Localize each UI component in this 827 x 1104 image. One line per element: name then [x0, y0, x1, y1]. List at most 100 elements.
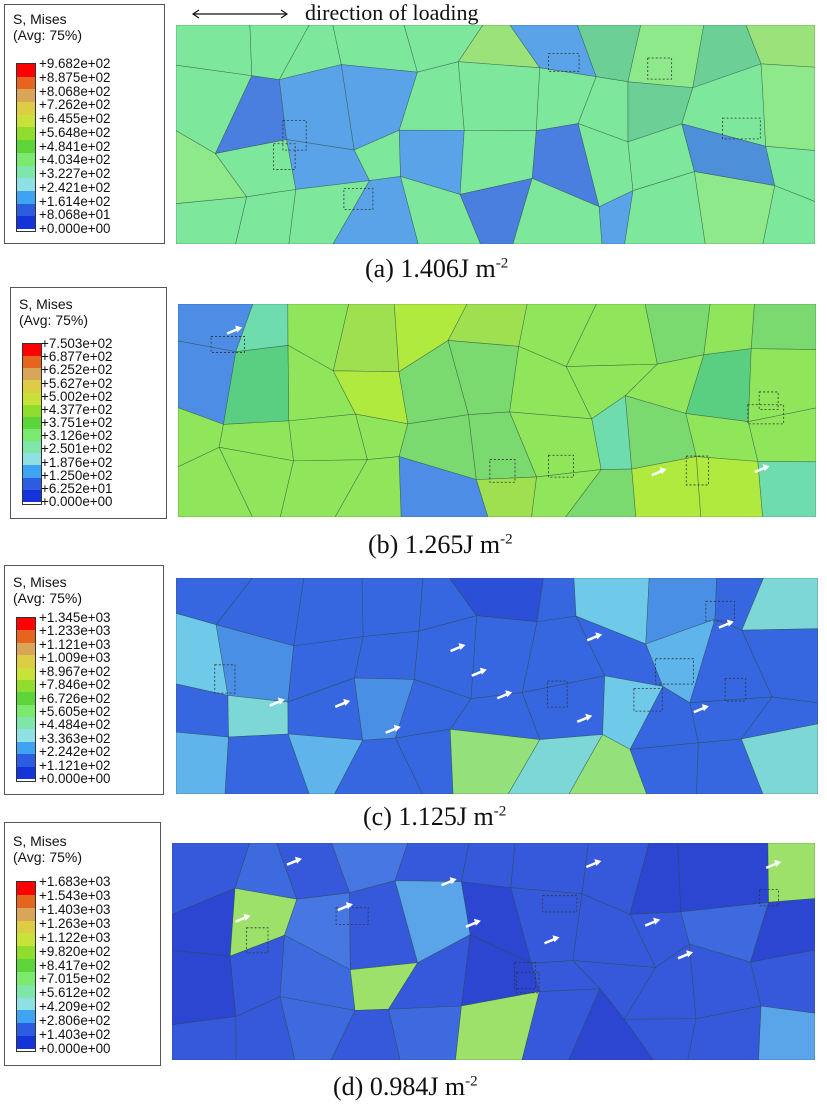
tick-label: +3.126e+02	[41, 428, 113, 444]
grain	[178, 446, 253, 517]
grain	[568, 734, 648, 794]
grain	[760, 63, 815, 151]
color-swatch	[17, 655, 35, 668]
color-swatch	[17, 216, 35, 229]
region-box	[685, 455, 709, 486]
color-scale-c	[16, 617, 36, 782]
loading-direction-label: direction of loading	[305, 0, 479, 25]
tick-label: +1.121e+03	[39, 636, 111, 652]
tick-label: +1.009e+03	[39, 650, 111, 666]
grain	[696, 738, 764, 794]
caption-a: (a) 1.406J m-2	[365, 254, 509, 283]
legend-title: S, Mises	[13, 574, 67, 590]
color-swatch	[17, 165, 35, 179]
tick-label: +2.421e+02	[39, 179, 111, 195]
color-swatch	[17, 882, 35, 895]
tick-label: +1.233e+03	[39, 623, 111, 639]
color-swatch	[17, 667, 35, 680]
region-box	[548, 454, 574, 478]
arrow-icon	[754, 464, 770, 474]
arrow-icon	[585, 859, 602, 869]
grain	[765, 145, 815, 202]
grain	[287, 733, 364, 794]
color-swatch	[23, 416, 41, 429]
tick-label: +1.403e+03	[39, 901, 111, 917]
legend-subtitle: (Avg: 75%)	[19, 312, 88, 328]
tick-label: +5.605e+02	[39, 703, 111, 719]
grain	[565, 468, 637, 517]
color-swatch	[17, 766, 35, 779]
tick-label: +6.252e+02	[41, 362, 113, 378]
arrow-icon	[651, 467, 667, 477]
grain	[623, 1018, 697, 1060]
grain	[388, 1005, 462, 1060]
grain	[696, 456, 763, 517]
region-box	[246, 927, 269, 954]
legend-title: S, Mises	[13, 11, 67, 27]
region-box	[759, 889, 779, 907]
tick-label: +4.209e+02	[39, 999, 111, 1015]
tick-label: +0.000e+00	[39, 1041, 111, 1056]
grain	[740, 696, 818, 740]
panel-c: S, Mises (Avg: 75%) +1.345e+03 +1.233e+03…	[4, 565, 818, 831]
color-swatch	[17, 64, 35, 77]
stress-field-a	[176, 25, 815, 244]
color-swatch	[17, 190, 35, 204]
tick-label: +1.543e+03	[39, 887, 111, 903]
grain	[176, 196, 248, 244]
color-swatch	[17, 920, 35, 934]
grain	[531, 469, 602, 517]
grain	[762, 185, 815, 244]
grain	[235, 996, 296, 1060]
arrow-icon	[693, 704, 709, 714]
tick-label: +5.627e+02	[41, 375, 113, 391]
grain	[334, 456, 402, 517]
grain	[687, 1005, 762, 1060]
grain	[172, 1016, 237, 1060]
color-swatch	[17, 984, 35, 998]
grain	[334, 737, 423, 794]
tick-label: +2.501e+02	[41, 441, 113, 457]
color-swatch	[23, 453, 41, 466]
panel-a: S, Mises (Avg: 75%) +9.682e+02 +8.875e+02…	[0, 0, 827, 283]
grain	[758, 1005, 815, 1060]
grain	[747, 348, 816, 423]
color-swatch	[23, 368, 41, 381]
grain	[521, 988, 601, 1060]
tick-label: +7.262e+02	[39, 97, 111, 113]
color-swatch	[17, 971, 35, 985]
tick-label: +4.484e+02	[39, 717, 111, 733]
grain	[750, 898, 815, 963]
color-swatch	[17, 717, 35, 730]
grain	[694, 171, 776, 244]
tick-label: +6.455e+02	[39, 111, 111, 126]
region-box	[758, 391, 779, 410]
tick-label: +5.612e+02	[39, 985, 111, 1001]
legend-title: S, Mises	[13, 833, 67, 849]
arrow-icon	[644, 917, 661, 927]
grain	[631, 456, 702, 517]
tick-label: +3.363e+02	[39, 730, 111, 746]
color-swatch	[17, 114, 35, 128]
color-swatch	[17, 127, 35, 141]
arrow-icon	[385, 724, 401, 734]
tick-label: +7.015e+02	[39, 971, 111, 987]
color-swatch	[23, 428, 41, 442]
grain	[624, 171, 706, 244]
stress-field-d	[172, 843, 815, 1060]
region-box	[722, 117, 761, 140]
color-swatch	[23, 404, 41, 417]
grain	[757, 461, 816, 517]
region-box	[655, 658, 694, 685]
grain	[475, 476, 537, 517]
grain	[235, 189, 297, 244]
grain	[279, 459, 368, 517]
grain	[741, 628, 818, 704]
legend-b: S, Mises (Avg: 75%) +7.503e+02 +6.877e+02…	[10, 287, 167, 519]
arrow-icon	[441, 877, 457, 887]
grain	[394, 843, 470, 882]
arrow-icon	[718, 619, 734, 629]
color-scale-d	[16, 881, 36, 1052]
grain	[460, 843, 516, 889]
tick-label: +7.503e+02	[41, 336, 113, 351]
